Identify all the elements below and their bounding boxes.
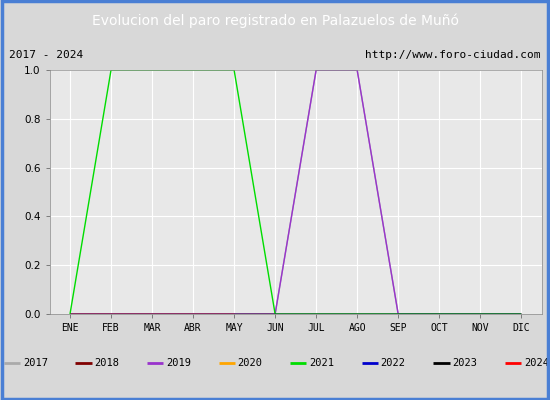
Text: 2024: 2024 <box>524 358 549 368</box>
Text: 2021: 2021 <box>309 358 334 368</box>
Text: Evolucion del paro registrado en Palazuelos de Muñó: Evolucion del paro registrado en Palazue… <box>91 14 459 28</box>
Text: 2017 - 2024: 2017 - 2024 <box>9 50 84 60</box>
Text: http://www.foro-ciudad.com: http://www.foro-ciudad.com <box>365 50 541 60</box>
Text: 2022: 2022 <box>381 358 406 368</box>
Text: 2017: 2017 <box>23 358 48 368</box>
Text: 2018: 2018 <box>95 358 119 368</box>
Text: 2020: 2020 <box>238 358 262 368</box>
Text: 2023: 2023 <box>452 358 477 368</box>
Text: 2019: 2019 <box>166 358 191 368</box>
